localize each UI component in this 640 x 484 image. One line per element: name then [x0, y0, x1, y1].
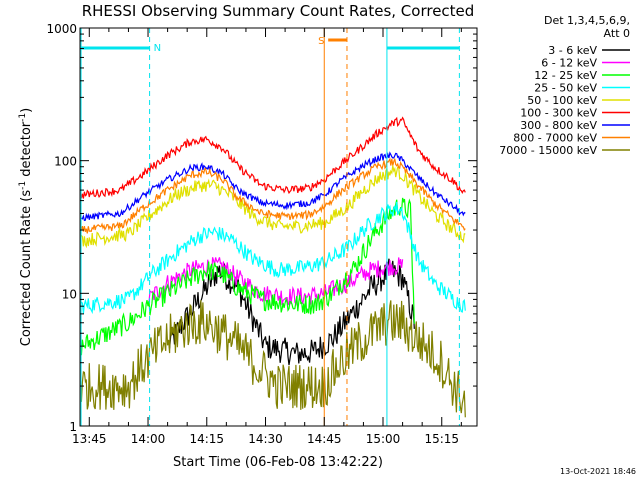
x-tick-label: 15:15: [424, 432, 459, 446]
markers-layer: NS: [80, 28, 460, 426]
y-axis-label-end: ): [19, 108, 34, 113]
legend-label-3: 25 - 50 keV: [534, 82, 597, 95]
legend-header-line1: Det 1,3,4,5,6,9,: [544, 14, 630, 27]
series-line-1: [148, 257, 404, 307]
x-axis-label: Start Time (06-Feb-08 13:42:22): [173, 455, 383, 470]
y-axis-label-sup1: -1: [18, 181, 28, 190]
legend-label-1: 6 - 12 keV: [541, 57, 597, 70]
y-axis-label: Corrected Count Rate (s-1 detector-1): [18, 108, 34, 346]
series-line-3: [81, 201, 466, 315]
y-tick-label: 1: [69, 420, 77, 434]
legend-label-6: 300 - 800 keV: [520, 119, 597, 132]
legend-label-8: 7000 - 15000 keV: [499, 144, 597, 157]
night-marker-label: N: [154, 43, 161, 54]
x-tick-label: 13:45: [72, 432, 107, 446]
series-line-6: [81, 151, 466, 222]
series-line-2: [80, 197, 415, 356]
legend-label-2: 12 - 25 keV: [534, 69, 597, 82]
axes-layer: 1 10 100 1000 13:45 14:00 14:15 14:30 14:45 15:00…: [46, 22, 478, 446]
legend-label-7: 800 - 7000 keV: [513, 132, 597, 145]
y-tick-label: 10: [62, 287, 77, 301]
y-axis-label-main: Corrected Count Rate (s: [19, 190, 34, 347]
series-layer: [80, 116, 466, 418]
legend-header-line2: Att 0: [604, 27, 630, 40]
x-tick-label: 14:30: [248, 432, 283, 446]
y-tick-label: 100: [54, 155, 77, 169]
saa-marker-label: S: [318, 36, 324, 47]
series-line-7: [80, 157, 466, 234]
plot-frame: [79, 27, 478, 427]
y-axis-label-sup2: -1: [18, 113, 28, 122]
series-line-8: [80, 300, 466, 418]
x-tick-label: 15:00: [366, 432, 401, 446]
series-line-4: [80, 165, 466, 249]
x-tick-label: 14:45: [307, 432, 342, 446]
chart-title: RHESSI Observing Summary Count Rates, Co…: [82, 2, 475, 20]
y-tick-label: 1000: [46, 22, 77, 36]
legend-label-4: 50 - 100 keV: [527, 94, 597, 107]
series-line-5: [80, 116, 466, 199]
x-tick-label: 14:00: [131, 432, 166, 446]
footer-timestamp: 13-Oct-2021 18:46: [560, 467, 636, 476]
legend-label-5: 100 - 300 keV: [520, 107, 597, 120]
x-tick-label: 14:15: [189, 432, 224, 446]
legend-label-0: 3 - 6 keV: [548, 44, 597, 57]
y-axis-label-mid: detector: [19, 121, 34, 181]
